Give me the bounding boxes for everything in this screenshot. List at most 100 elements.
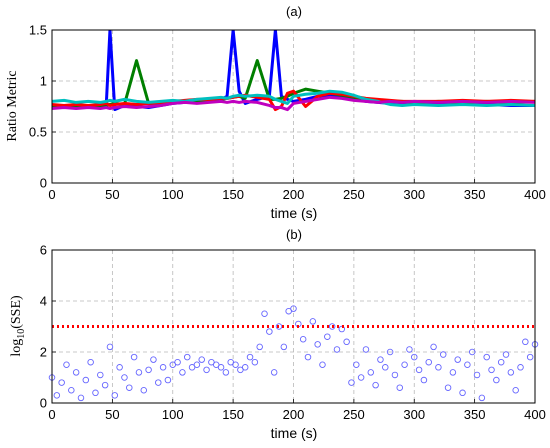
scatter-point [396, 384, 404, 391]
scatter-point [232, 361, 239, 369]
panel-a-x-tick-label: 400 [524, 187, 546, 202]
scatter-point [324, 333, 331, 340]
scatter-point [217, 364, 225, 371]
scatter-point [227, 358, 234, 366]
scatter-point [169, 361, 176, 369]
panel-b-x-tick-label: 0 [48, 407, 55, 422]
panel-b-label: (b) [286, 227, 302, 242]
panel-a-x-tick-label: 300 [403, 187, 425, 202]
scatter-point [439, 351, 447, 358]
scatter-point [444, 384, 452, 391]
scatter-point [126, 384, 133, 391]
scatter-point [135, 369, 143, 376]
scatter-point [256, 343, 263, 351]
scatter-point [522, 338, 529, 346]
scatter-point [251, 358, 259, 366]
scatter-point [304, 353, 312, 361]
panel-b-x-tick-label: 50 [105, 407, 119, 422]
scatter-point [415, 366, 423, 374]
panel-b-points [48, 305, 539, 402]
panel-a-x-tick-label: 200 [283, 187, 305, 202]
scatter-point [106, 343, 114, 351]
scatter-point [155, 379, 162, 386]
panel-b-grid [52, 250, 535, 403]
scatter-point [68, 387, 75, 394]
scatter-point [435, 364, 442, 371]
scatter-point [449, 369, 457, 376]
panel-a-x-tick-label: 250 [343, 187, 365, 202]
scatter-point [507, 369, 515, 376]
scatter-point [53, 392, 61, 399]
scatter-point [222, 369, 230, 376]
scatter-point [97, 371, 104, 379]
scatter-point [497, 358, 505, 366]
scatter-point [473, 371, 481, 379]
scatter-point [493, 376, 500, 384]
panel-b-scatter-chart: (b) 0 50 100 150 200 250 300 350 400 0 2 4 6 time (s… [9, 227, 546, 441]
panel-b-y-tick-label: 0 [40, 396, 47, 411]
panel-a-y-tick-label: 1 [40, 74, 47, 89]
panel-b-x-tick-label: 150 [222, 407, 244, 422]
panel-a-x-tick-label: 100 [162, 187, 184, 202]
panel-a-grid [52, 30, 535, 183]
panel-a-series-group [52, 30, 535, 112]
panel-a-y-tick-label: 0 [40, 176, 47, 191]
scatter-point [353, 361, 360, 369]
panel-a-x-tick-label: 350 [464, 187, 486, 202]
panel-b-x-tick-label: 250 [343, 407, 365, 422]
panel-b-y-tick-label: 4 [40, 294, 47, 309]
panel-b-x-axis-label: time (s) [271, 425, 318, 441]
scatter-point [411, 353, 418, 361]
panel-a-ticks: 0 50 100 150 200 250 300 350 400 0 0.5 1 1.5 [29, 23, 546, 203]
scatter-point [121, 374, 128, 381]
scatter-point [483, 353, 490, 361]
scatter-point [290, 305, 297, 312]
scatter-point [425, 358, 432, 366]
scatter-point [145, 366, 152, 374]
scatter-point [150, 356, 157, 363]
scatter-point [164, 376, 172, 384]
scatter-point [338, 325, 346, 333]
scatter-point [386, 348, 394, 356]
panel-b-y-label-subscript: 10 [16, 329, 27, 339]
panel-b-x-tick-label: 350 [464, 407, 486, 422]
panel-a-x-axis-label: time (s) [271, 205, 318, 221]
scatter-point [208, 358, 215, 366]
scatter-point [179, 369, 186, 376]
scatter-point [183, 353, 191, 361]
scatter-point [82, 376, 90, 384]
scatter-point [420, 376, 428, 384]
scatter-point [237, 366, 244, 374]
panel-b-ticks: 0 50 100 150 200 250 300 350 400 0 2 4 6 [40, 243, 546, 423]
scatter-point [382, 364, 389, 371]
scatter-point [464, 361, 471, 369]
scatter-point [430, 343, 437, 351]
panel-b-x-tick-label: 200 [283, 407, 305, 422]
scatter-point [188, 364, 196, 371]
scatter-point [362, 346, 370, 353]
scatter-point [72, 369, 80, 376]
panel-a-series-clip [52, 30, 535, 112]
scatter-point [478, 394, 486, 402]
panel-b-y-label-prefix: log [9, 339, 24, 357]
scatter-point [87, 358, 94, 366]
scatter-point [343, 338, 350, 346]
scatter-point [193, 361, 201, 369]
panel-a-label: (a) [286, 4, 302, 19]
scatter-point [285, 307, 292, 315]
scatter-point [319, 361, 326, 369]
scatter-point [130, 353, 138, 361]
scatter-point [517, 364, 524, 371]
scatter-point [174, 358, 181, 366]
scatter-point [367, 369, 375, 376]
scatter-point [241, 364, 249, 371]
scatter-point [275, 323, 283, 330]
scatter-point [468, 348, 476, 356]
scatter-point [348, 379, 355, 386]
panel-b-y-axis-label: log10(SSE) [9, 295, 27, 357]
panel-b-y-tick-label: 2 [40, 345, 47, 360]
scatter-point [203, 366, 210, 374]
scatter-point [314, 341, 321, 348]
series-line-4 [52, 89, 535, 107]
scatter-point [266, 328, 273, 335]
